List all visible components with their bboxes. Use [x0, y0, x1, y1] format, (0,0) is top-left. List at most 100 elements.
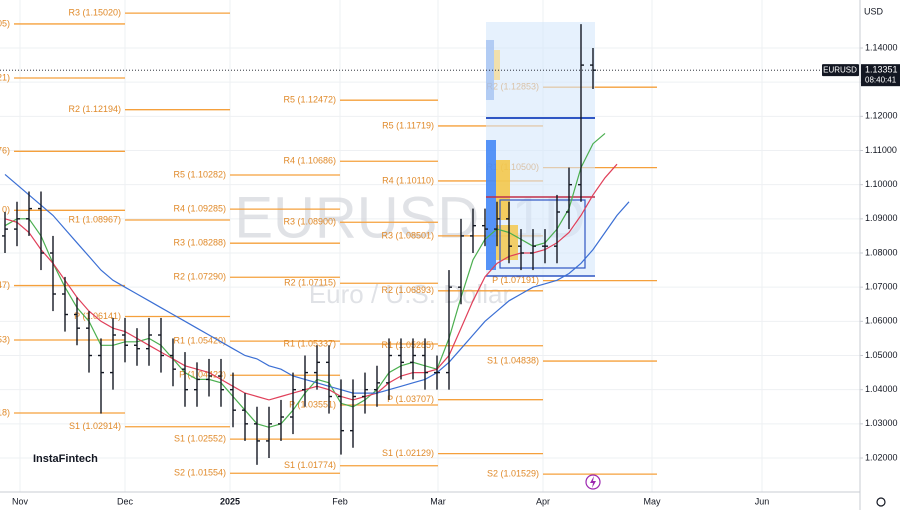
- ohlc-bar: [566, 167, 572, 230]
- settings-icon[interactable]: [876, 497, 886, 507]
- y-tick-label: 1.12000: [865, 111, 898, 121]
- pivot-label: R2 (1.07115): [284, 278, 336, 288]
- value-area-box: [499, 199, 586, 269]
- ohlc-bar: [386, 338, 392, 400]
- ohlc-bar: [38, 191, 44, 271]
- pivot-label: S1 (1.04838): [487, 355, 539, 365]
- y-tick-label: 1.09000: [865, 213, 898, 223]
- y-tick-label: 1.14000: [865, 42, 898, 52]
- ohlc-bar: [182, 352, 188, 407]
- ohlc-bar: [458, 218, 464, 305]
- profile-bars: [494, 50, 500, 80]
- pivot-label: P (1.03551): [289, 399, 336, 409]
- pivot-label: R5 (1.11719): [382, 120, 434, 130]
- volume-profile: [486, 22, 595, 277]
- pivot-label: R2 (1.07290): [173, 272, 226, 282]
- pivot-label: S1 (1.02552): [174, 434, 226, 444]
- profile-bars: [496, 160, 510, 220]
- pivot-label: R2 (1.06893): [381, 285, 434, 295]
- ohlc-bar: [74, 297, 80, 346]
- ohlc-bar: [242, 393, 248, 441]
- ohlc-bar: [86, 311, 92, 373]
- y-tick-label: 1.07000: [865, 282, 898, 292]
- ohlc-bar: [146, 317, 152, 366]
- ohlc-bar: [554, 194, 560, 264]
- ohlc-bar: [314, 345, 320, 390]
- ohlc-bar: [446, 270, 452, 390]
- ohlc-bar: [494, 201, 500, 247]
- event-icon[interactable]: [585, 474, 601, 490]
- ohlc-bar: [302, 355, 308, 407]
- pivot-label: S2 (1.01554): [174, 468, 226, 478]
- ohlc-bar: [422, 338, 428, 390]
- pivot-label: P (1.07191): [492, 275, 539, 285]
- ohlc-bar: [266, 406, 272, 459]
- ohlc-bar: [278, 399, 284, 441]
- pivot-label: 76): [0, 146, 10, 156]
- x-tick-label: May: [643, 496, 661, 506]
- pivot-label: P (1.04423): [179, 370, 226, 380]
- pivot-label: 21): [0, 72, 10, 82]
- time-axis-bg: [0, 492, 860, 510]
- ohlc-bar: [14, 201, 20, 247]
- x-tick-label: Apr: [536, 496, 550, 506]
- y-tick-label: 1.10000: [865, 179, 898, 189]
- ohlc-bar: [134, 328, 140, 366]
- moving-average: [4, 163, 618, 401]
- y-tick-label: 1.08000: [865, 247, 898, 257]
- pivot-label: S2 (1.01529): [487, 468, 539, 478]
- ohlc-bar: [110, 317, 116, 390]
- ohlc-bar: [350, 379, 356, 448]
- pivot-label: R1 (1.05337): [283, 338, 336, 348]
- pivot-label: R3 (1.08288): [173, 238, 226, 248]
- ohlc-bar: [362, 372, 368, 414]
- pivot-label: 47): [0, 280, 10, 290]
- event-icon-bolt: [590, 476, 596, 488]
- ohlc-bar: [290, 372, 296, 435]
- price-tag: [861, 64, 900, 87]
- ohlc-bar: [542, 229, 548, 264]
- ohlc-bar: [338, 379, 344, 455]
- ohlc-bar: [158, 317, 164, 373]
- ohlc-bar: [578, 24, 584, 202]
- profile-bars: [496, 225, 518, 260]
- ohlc-bar: [506, 201, 512, 264]
- pivot-label: R3 (1.08501): [381, 230, 434, 240]
- ohlc-bar: [218, 358, 224, 407]
- pivot-label: 05): [0, 18, 10, 28]
- last-price-label: 1.13351: [865, 65, 898, 75]
- pivot-label: R4 (1.10686): [283, 156, 336, 166]
- pivot-label: P (1.03707): [387, 394, 434, 404]
- pivot-label: S1 (1.01774): [284, 460, 336, 470]
- ohlc-bar: [26, 191, 32, 236]
- y-tick-label: 1.11000: [865, 145, 897, 155]
- axes: NovDec2025FebMarAprMayJun1.140001.130001…: [0, 42, 900, 506]
- pivot-label: R1 (1.08967): [68, 214, 121, 224]
- pivot-label: 53): [0, 334, 10, 344]
- ohlc-bar: [2, 212, 8, 254]
- y-tick-label: 1.03000: [865, 418, 898, 428]
- pivot-label: R4 (1.09285): [173, 203, 226, 213]
- ohlc-bar: [170, 338, 176, 387]
- symbol-label: EURUSD: [823, 65, 857, 74]
- y-tick-label: 1.06000: [865, 316, 898, 326]
- ohlc-bar: [530, 229, 536, 271]
- x-tick-label: Jun: [755, 496, 770, 506]
- ohlc-bar: [326, 345, 332, 414]
- pivot-label: R5 (1.12472): [283, 95, 336, 105]
- pivot-label: 18): [0, 407, 10, 417]
- ohlc-bar: [206, 358, 212, 397]
- ohlc-bar: [254, 406, 260, 465]
- x-tick-label: 2025: [220, 496, 240, 506]
- price-bars: [2, 24, 596, 465]
- ohlc-bar: [482, 208, 488, 247]
- x-tick-label: Mar: [430, 496, 446, 506]
- profile-bars: [486, 140, 496, 270]
- y-tick-label: 1.05000: [865, 350, 898, 360]
- pivot-label: R3 (1.08900): [283, 217, 336, 227]
- x-tick-label: Nov: [12, 496, 29, 506]
- ohlc-bar: [518, 229, 524, 271]
- y-tick-label: 1.04000: [865, 384, 898, 394]
